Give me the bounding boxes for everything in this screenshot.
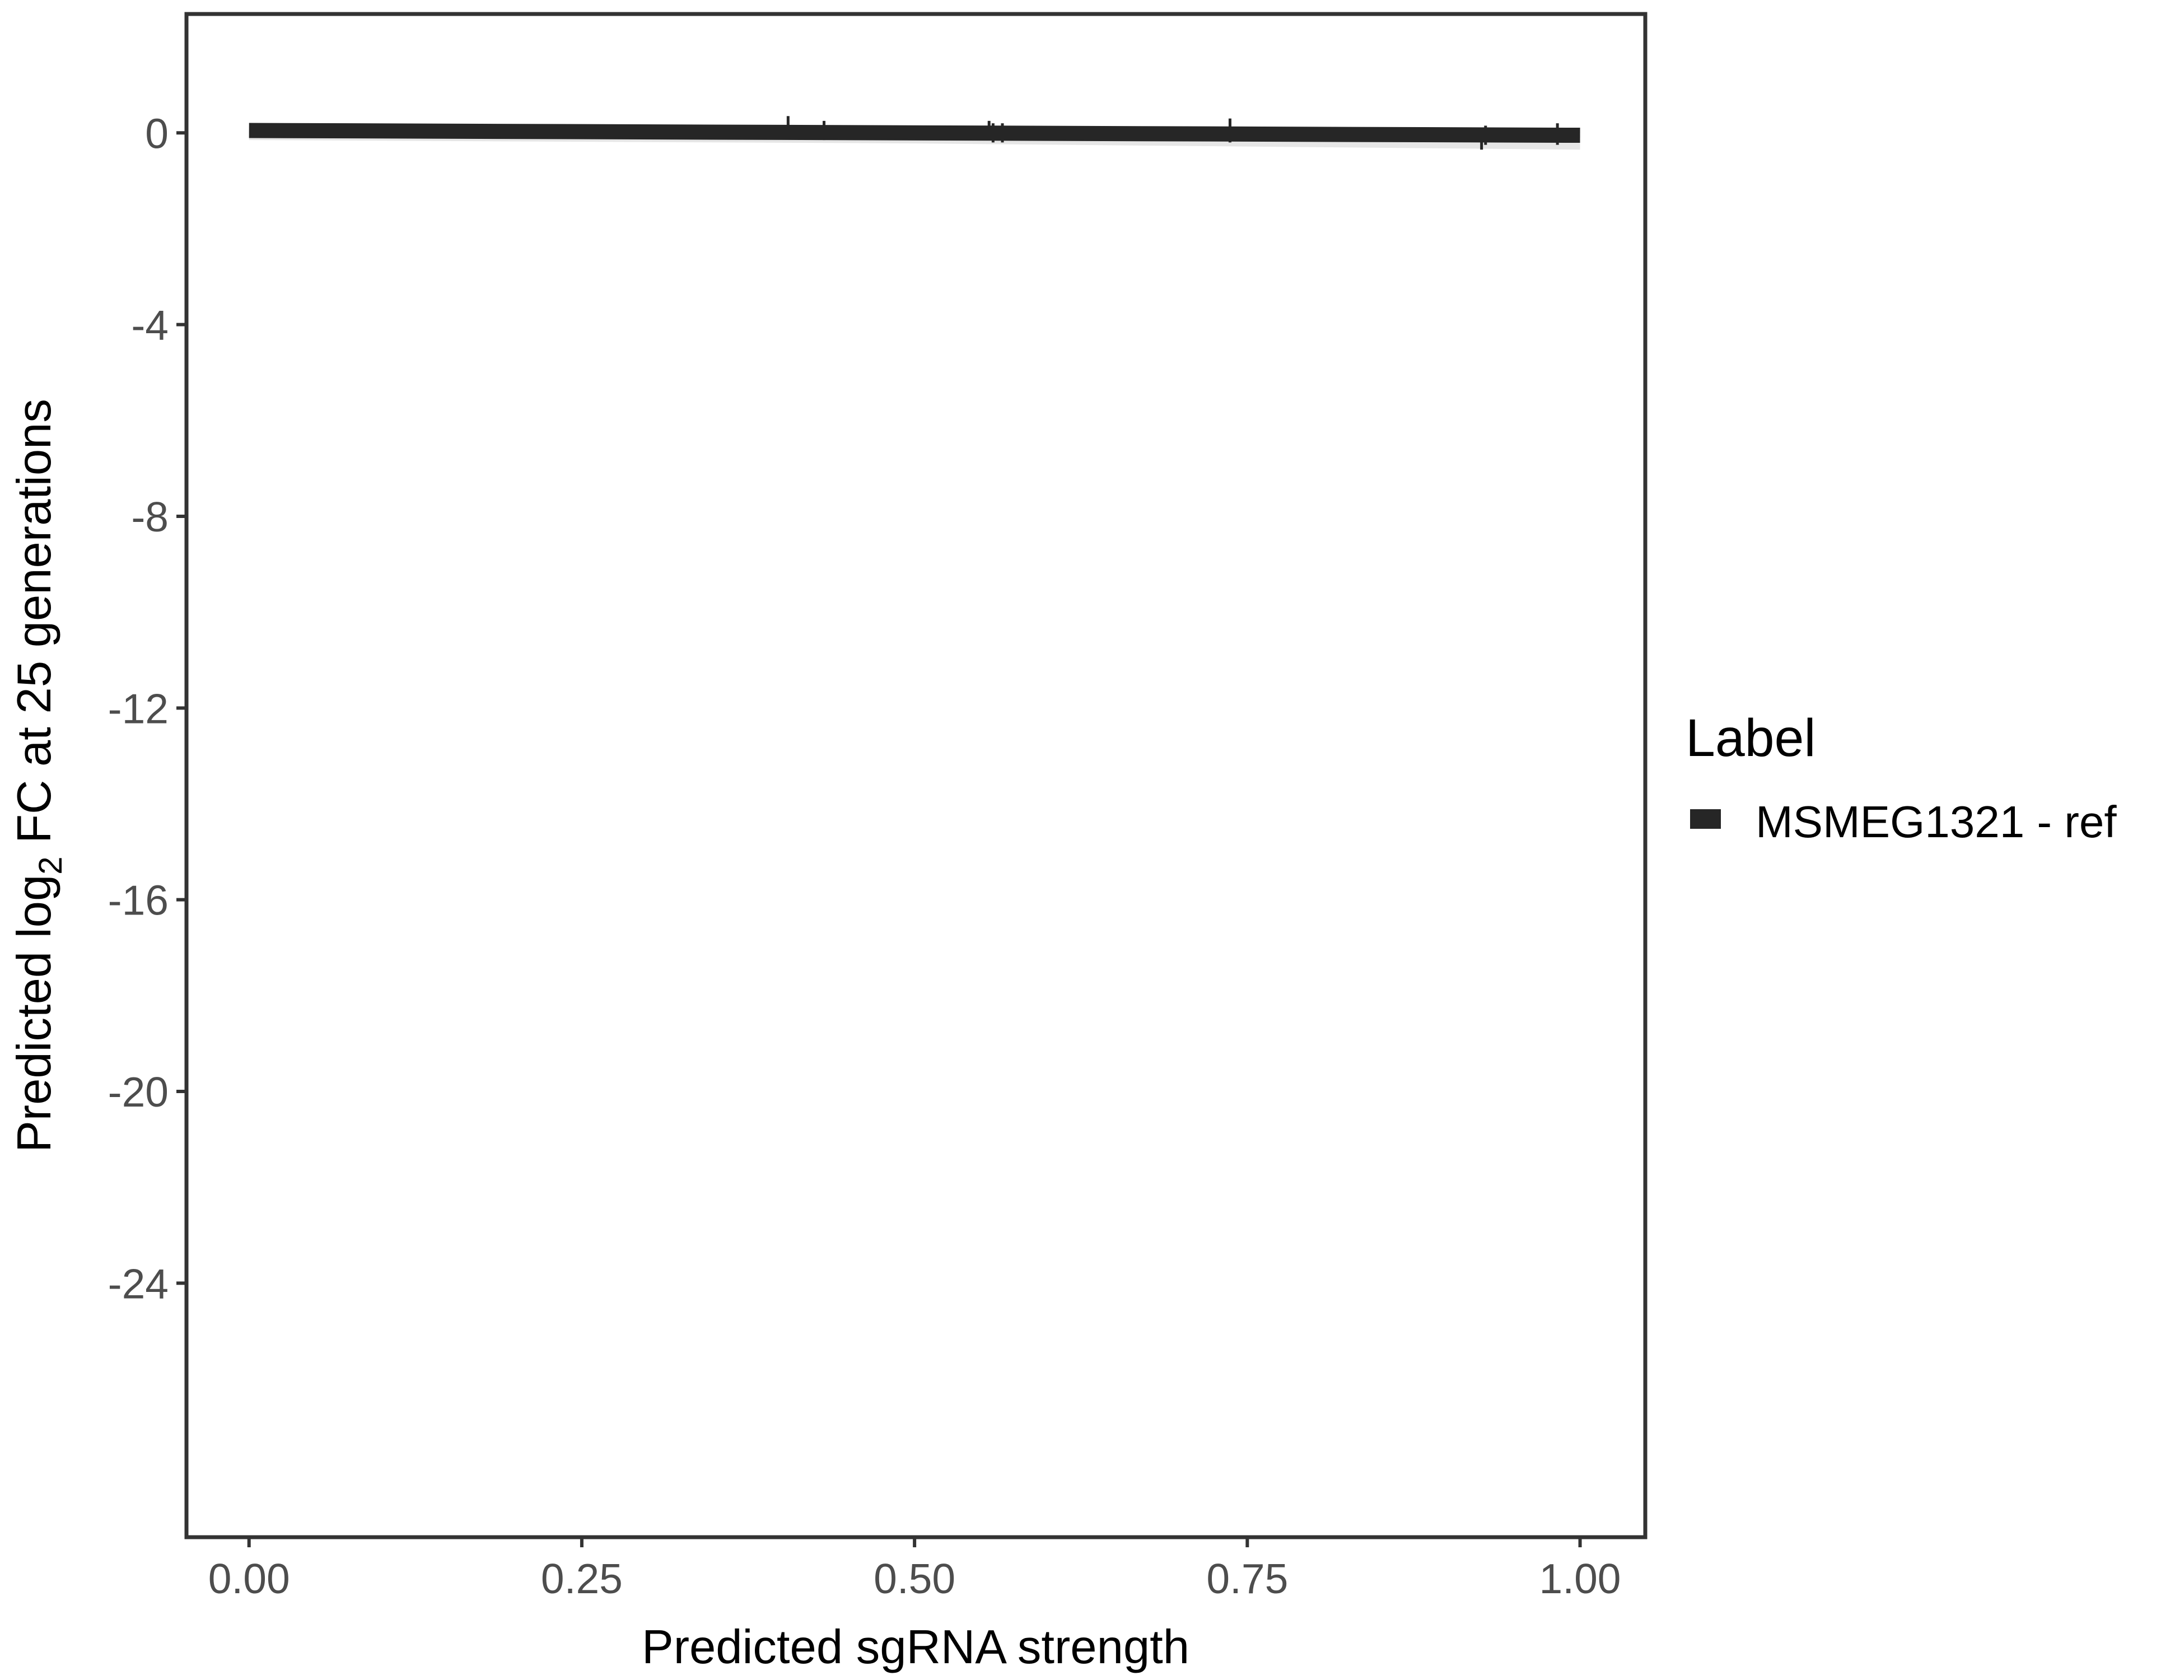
plot-area	[249, 116, 1580, 150]
x-tick-label: 0.75	[1206, 1555, 1288, 1602]
x-axis-label: Predicted sgRNA strength	[642, 1621, 1189, 1674]
y-tick-label: -24	[108, 1260, 169, 1307]
x-axis: 0.00 0.25 0.50 0.75 1.00	[208, 1537, 1621, 1602]
y-tick-label: -16	[108, 877, 169, 924]
y-tick-label: -4	[131, 302, 169, 349]
x-tick-label: 0.00	[208, 1555, 290, 1602]
x-tick-label: 0.25	[541, 1555, 623, 1602]
y-axis: 0 -4 -8 -12 -16 -20 -24	[108, 110, 186, 1307]
legend: Label MSMEG1321 - ref	[1686, 708, 2117, 847]
legend-title: Label	[1686, 708, 1816, 768]
y-tick-label: -20	[108, 1068, 169, 1116]
y-label-sub: 2	[32, 857, 69, 875]
y-tick-label: -8	[131, 493, 169, 540]
panel-border	[184, 12, 1648, 1539]
x-tick-label: 1.00	[1539, 1555, 1621, 1602]
y-tick-label: -12	[108, 685, 169, 732]
y-label-post: FC at 25 generations	[8, 399, 61, 856]
y-tick-label: 0	[145, 110, 169, 157]
y-label-pre: Predicted log	[8, 875, 61, 1152]
legend-key	[1690, 809, 1721, 829]
y-axis-label: Predicted log2 FC at 25 generations	[8, 399, 69, 1152]
legend-entry: MSMEG1321 - ref	[1756, 797, 2117, 847]
x-tick-label: 0.50	[874, 1555, 955, 1602]
fit-line	[249, 123, 1580, 143]
